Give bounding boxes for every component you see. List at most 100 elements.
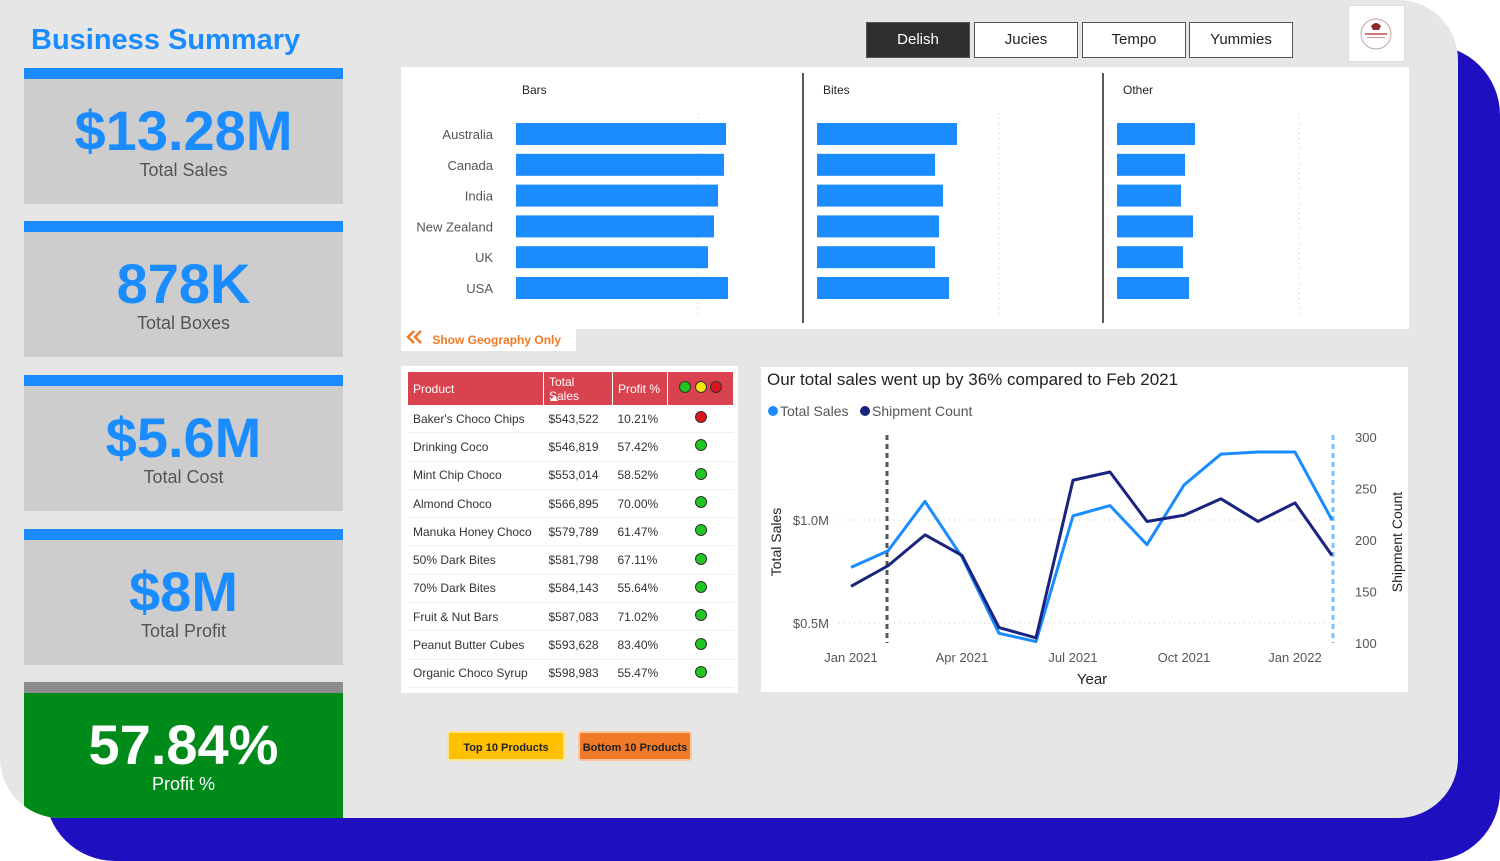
bottom-10-products-button[interactable]: Bottom 10 Products	[578, 731, 692, 761]
table-row[interactable]: 70% Dark Bites $584,143 55.64%	[408, 574, 734, 604]
status-cell	[667, 630, 734, 660]
geography-bar-charts: Australia Canada India New Zealand UK USA Bars…	[401, 67, 1409, 329]
sales-cell: $543,522	[543, 405, 613, 434]
tab-tempo[interactable]: Tempo	[1082, 22, 1186, 58]
status-green-dot-icon	[694, 580, 707, 593]
bar-mark[interactable]	[516, 184, 718, 207]
sales-cell: $546,819	[543, 432, 613, 462]
product-cell: Manuka Honey Choco	[408, 517, 544, 547]
bar-mark[interactable]	[817, 153, 935, 176]
product-table: Product Total Sales Profit % Baker's Cho…	[408, 372, 734, 688]
bar-mark[interactable]	[516, 277, 728, 299]
product-cell: Almond Choco	[408, 489, 544, 519]
product-cell: Mint Chip Choco	[408, 461, 544, 490]
kpi-label: Total Sales	[139, 160, 228, 180]
sort-ascending-icon	[550, 396, 558, 401]
kpi-value: 878K	[116, 252, 251, 315]
bar-mark[interactable]	[1117, 184, 1181, 207]
profit-cell: 61.47%	[612, 517, 668, 547]
shipment-count-line[interactable]	[850, 470, 1334, 640]
tab-jucies[interactable]: Jucies	[974, 22, 1078, 58]
status-cell	[667, 659, 734, 688]
chart-title: Our total sales went up by 36% compared …	[767, 370, 1178, 389]
table-row[interactable]: 50% Dark Bites $581,798 67.11%	[408, 545, 734, 575]
kpi-total-sales: $13.28M Total Sales	[24, 68, 343, 204]
product-cell: Peanut Butter Cubes	[408, 630, 544, 660]
bar-mark[interactable]	[817, 215, 939, 238]
sales-cell: $579,789	[543, 517, 613, 547]
bar-mark[interactable]	[1117, 215, 1193, 238]
table-row[interactable]: Manuka Honey Choco $579,789 61.47%	[408, 517, 734, 547]
sales-cell: $581,798	[543, 545, 613, 575]
bar-mark[interactable]	[1117, 153, 1185, 176]
status-green-dot-icon	[694, 524, 707, 537]
y2-tick-label: 200	[1355, 533, 1377, 548]
country-label: Australia	[442, 127, 493, 142]
product-cell: 50% Dark Bites	[408, 545, 544, 575]
bar-mark[interactable]	[516, 246, 708, 269]
total-sales-line[interactable]	[850, 450, 1334, 644]
bar-mark[interactable]	[516, 215, 714, 238]
status-green-dot-icon	[694, 439, 707, 452]
status-cell	[667, 405, 734, 434]
table-row[interactable]: Mint Chip Choco $553,014 58.52%	[408, 461, 734, 490]
sales-cell: $598,983	[543, 659, 613, 688]
profit-cell: 10.21%	[612, 405, 668, 434]
kpi-label: Total Cost	[143, 467, 224, 487]
profit-cell: 70.00%	[612, 489, 668, 519]
product-cell: Fruit & Nut Bars	[408, 602, 544, 632]
y2-axis-title: Shipment Count	[1389, 492, 1405, 593]
sales-cell: $566,895	[543, 489, 613, 519]
product-cell: 70% Dark Bites	[408, 574, 544, 604]
bar-mark[interactable]	[817, 123, 957, 145]
tab-yummies[interactable]: Yummies	[1189, 22, 1293, 58]
tab-delish[interactable]: Delish	[866, 22, 970, 58]
kpi-accent-bar	[24, 682, 343, 693]
double-chevron-left-icon	[405, 329, 429, 352]
country-label: India	[465, 189, 494, 204]
country-label: Canada	[447, 158, 493, 173]
table-row[interactable]: Drinking Coco $546,819 57.42%	[408, 432, 734, 462]
bar-mark[interactable]	[817, 246, 935, 269]
table-row[interactable]: Almond Choco $566,895 70.00%	[408, 489, 734, 519]
sales-trend-chart: Our total sales went up by 36% compared …	[761, 367, 1408, 692]
column-header-profit[interactable]: Profit %	[612, 372, 668, 405]
country-label: New Zealand	[416, 219, 493, 234]
dashboard-panel: Business Summary $13.28M Total Sales 878…	[0, 0, 1458, 818]
profit-cell: 55.47%	[612, 659, 668, 688]
profit-cell: 71.02%	[612, 602, 668, 632]
table-row[interactable]: Fruit & Nut Bars $587,083 71.02%	[408, 602, 734, 632]
y2-tick-label: 300	[1355, 430, 1377, 445]
column-header-total-sales[interactable]: Total Sales	[543, 372, 613, 405]
sales-cell: $584,143	[543, 574, 613, 604]
kpi-accent-bar	[24, 529, 343, 540]
column-header-status	[667, 372, 734, 405]
legend-label[interactable]: Shipment Count	[872, 403, 973, 419]
table-row[interactable]: Baker's Choco Chips $543,522 10.21%	[408, 405, 734, 434]
status-green-dot-icon	[694, 496, 707, 509]
bar-mark[interactable]	[1117, 277, 1189, 299]
bar-mark[interactable]	[1117, 246, 1183, 269]
bar-mark[interactable]	[516, 123, 726, 145]
table-row[interactable]: Peanut Butter Cubes $593,628 83.40%	[408, 630, 734, 660]
column-header-product[interactable]: Product	[408, 372, 544, 405]
x-axis-title: Year	[1077, 671, 1107, 688]
sales-cell: $593,628	[543, 630, 613, 660]
x-tick-label: Apr 2021	[936, 650, 989, 665]
y2-tick-label: 250	[1355, 482, 1377, 497]
bar-mark[interactable]	[516, 153, 724, 176]
legend-label[interactable]: Total Sales	[780, 403, 848, 419]
top-10-products-button[interactable]: Top 10 Products	[447, 731, 565, 761]
series-label: Bites	[823, 83, 850, 97]
x-tick-label: Oct 2021	[1158, 650, 1211, 665]
table-row[interactable]: Organic Choco Syrup $598,983 55.47%	[408, 659, 734, 688]
bar-mark[interactable]	[817, 184, 943, 207]
bar-mark[interactable]	[1117, 123, 1195, 145]
status-green-dot-icon	[694, 637, 707, 650]
legend-dot-icon	[768, 406, 778, 416]
kpi-value: 57.84%	[88, 713, 279, 776]
bar-mark[interactable]	[817, 277, 949, 299]
show-geography-button[interactable]: Show Geography Only	[401, 329, 576, 351]
kpi-value: $8M	[129, 560, 238, 623]
y2-tick-label: 150	[1355, 585, 1377, 600]
